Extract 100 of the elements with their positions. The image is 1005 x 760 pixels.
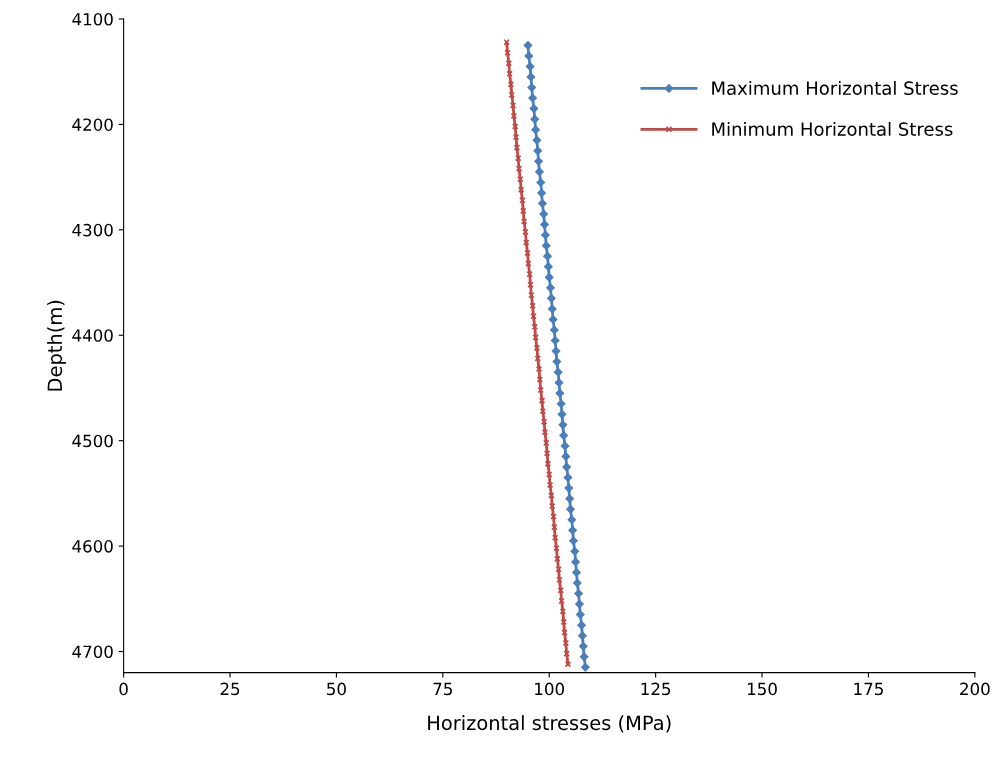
- point: [543, 251, 552, 261]
- point: [559, 431, 568, 440]
- point: [527, 83, 537, 92]
- point: [530, 114, 540, 124]
- point: [531, 125, 540, 134]
- point: [534, 157, 543, 166]
- legend-label: Maximum Horizontal Stress: [712, 81, 958, 95]
- point: [579, 652, 589, 662]
- point: [542, 439, 550, 447]
- point: [537, 188, 546, 198]
- x-tick-label: 75: [433, 682, 452, 696]
- point: [544, 273, 554, 282]
- point: [563, 650, 570, 657]
- point: [512, 133, 520, 141]
- point: [541, 230, 550, 240]
- point: [552, 357, 562, 366]
- point: [539, 209, 548, 219]
- point: [560, 441, 570, 451]
- point: [577, 620, 586, 630]
- point: [546, 481, 554, 489]
- point: [576, 610, 585, 619]
- point: [555, 566, 562, 573]
- x-tick-label: 50: [327, 682, 346, 696]
- point: [532, 135, 542, 145]
- point: [508, 91, 516, 99]
- point: [505, 60, 513, 67]
- x-tick-label: 0: [119, 682, 128, 696]
- point: [564, 660, 572, 668]
- point: [539, 407, 547, 415]
- point: [535, 167, 544, 177]
- point: [520, 207, 527, 215]
- point: [546, 283, 555, 293]
- point: [517, 186, 525, 194]
- point: [558, 420, 568, 430]
- y-tick-label: 4400: [72, 329, 113, 342]
- x-tick-label: 125: [641, 682, 671, 696]
- point: [540, 418, 548, 425]
- point: [526, 72, 536, 82]
- point: [523, 41, 533, 50]
- y-tick-label: 4500: [72, 434, 113, 448]
- x-tick-label: 25: [220, 682, 240, 696]
- x-tick-label: 200: [960, 682, 990, 696]
- y-tick-label: 4300: [72, 223, 113, 237]
- point: [556, 399, 566, 409]
- point: [548, 315, 558, 324]
- point: [572, 568, 581, 577]
- point: [547, 304, 557, 314]
- point: [548, 492, 555, 499]
- point: [571, 557, 580, 567]
- point: [569, 536, 578, 546]
- point: [575, 599, 584, 609]
- point: [510, 112, 518, 120]
- point: [533, 146, 543, 156]
- y-tick-label: 4700: [72, 645, 113, 659]
- point: [525, 62, 535, 71]
- point: [514, 154, 522, 162]
- point: [533, 344, 541, 352]
- point: [553, 367, 563, 377]
- point: [566, 504, 575, 514]
- point: [557, 410, 567, 419]
- point: [528, 291, 535, 299]
- point: [554, 378, 564, 387]
- point: [565, 494, 574, 503]
- point: [517, 175, 524, 183]
- x-axis-title: Horizontal stresses (MPa): [428, 715, 671, 733]
- point: [562, 462, 571, 472]
- point: [551, 534, 559, 541]
- point: [570, 547, 580, 556]
- point: [578, 631, 587, 640]
- point: [540, 220, 549, 229]
- point: [524, 51, 534, 61]
- point: [529, 104, 539, 113]
- point: [531, 323, 539, 331]
- point: [567, 515, 577, 525]
- point: [503, 38, 510, 46]
- point: [561, 629, 568, 636]
- point: [561, 452, 571, 461]
- point: [550, 513, 557, 520]
- point: [527, 281, 534, 288]
- point: [544, 262, 553, 272]
- point: [528, 93, 537, 103]
- point: [581, 663, 590, 672]
- point: [564, 483, 574, 493]
- point: [544, 460, 552, 468]
- point: [574, 589, 583, 598]
- point: [541, 241, 551, 250]
- point: [562, 639, 570, 647]
- y-tick-label: 4600: [72, 540, 113, 553]
- point: [529, 302, 536, 310]
- point: [557, 587, 564, 594]
- point: [550, 325, 559, 335]
- point: [545, 471, 553, 478]
- point: [568, 526, 577, 535]
- point: [550, 336, 560, 345]
- point: [538, 199, 547, 208]
- point: [563, 473, 573, 482]
- y-tick-label: 4200: [72, 118, 113, 131]
- point: [532, 334, 539, 341]
- point: [536, 178, 545, 187]
- point: [555, 388, 565, 398]
